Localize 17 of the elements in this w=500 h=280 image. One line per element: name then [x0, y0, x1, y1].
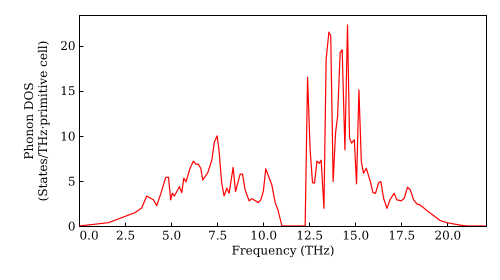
x-tick-label: 0.0	[80, 228, 99, 242]
x-tick-label: 12.5	[296, 228, 324, 242]
x-tick-label: 5.0	[162, 228, 182, 242]
x-tick-label: 20.0	[434, 228, 462, 242]
x-tick-label: 10.0	[250, 228, 278, 242]
x-tick-label: 15.0	[342, 228, 370, 242]
line-series	[79, 24, 486, 226]
y-axis-title: Phonon DOS (States/THz·primitive cell)	[22, 40, 50, 202]
y-tick-label: 10	[60, 129, 76, 144]
x-tick-label: 2.5	[116, 228, 136, 242]
y-tick-label: 5	[68, 174, 76, 188]
y-tick-label: 15	[60, 84, 76, 98]
x-tick-label: 17.5	[388, 228, 416, 242]
y-tick-label: 20	[60, 39, 76, 54]
x-tick-label: 7.5	[208, 228, 228, 242]
y-tick-label: 0	[68, 220, 76, 234]
x-axis-title: Frequency (THz)	[232, 244, 334, 258]
